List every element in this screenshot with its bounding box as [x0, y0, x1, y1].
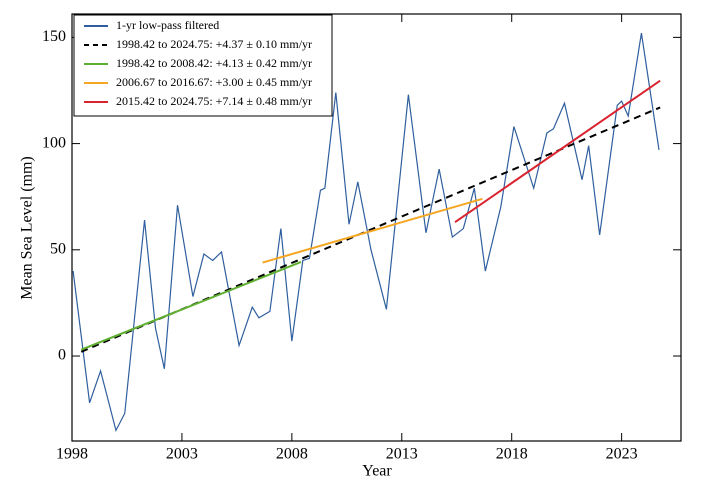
- x-tick-label: 2023: [606, 446, 638, 463]
- legend-box: [73, 14, 333, 117]
- y-tick-label: 100: [42, 134, 66, 151]
- series-line: [262, 197, 483, 264]
- series-line: [80, 106, 661, 353]
- y-tick-label: 50: [50, 240, 66, 257]
- legend-label: 1-yr low-pass filtered: [116, 18, 219, 32]
- x-tick-label: 2013: [386, 446, 418, 463]
- x-tick-label: 2018: [496, 446, 528, 463]
- x-tick-label: 1998: [56, 446, 88, 463]
- series-line: [80, 260, 302, 351]
- y-tick-label: 0: [58, 347, 66, 364]
- plot-frame: [71, 13, 682, 442]
- x-tick-label: 2008: [276, 446, 308, 463]
- x-tick-label: 2003: [166, 446, 198, 463]
- legend-label: 1998.42 to 2024.75: +4.37 ± 0.10 mm/yr: [116, 37, 312, 51]
- legend-label: 2006.67 to 2016.67: +3.00 ± 0.45 mm/yr: [116, 75, 312, 89]
- legend-label: 2015.42 to 2024.75: +7.14 ± 0.48 mm/yr: [116, 94, 312, 108]
- series-line: [72, 33, 660, 433]
- series-line: [454, 79, 661, 224]
- y-axis-label: Mean Sea Level (mm): [19, 156, 36, 300]
- x-axis-label: Year: [362, 463, 392, 480]
- legend-label: 1998.42 to 2008.42: +4.13 ± 0.42 mm/yr: [116, 56, 312, 70]
- y-tick-label: 150: [42, 28, 66, 45]
